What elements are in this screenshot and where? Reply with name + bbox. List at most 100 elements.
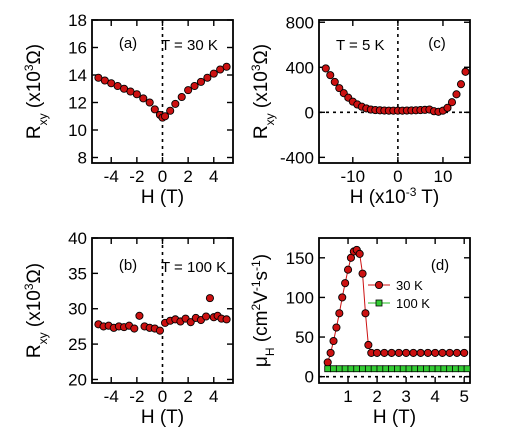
data-point (177, 92, 186, 102)
data-point (431, 348, 440, 357)
data-point (209, 69, 218, 78)
data-point (335, 365, 343, 373)
data-point (321, 64, 330, 73)
y-tick-label: 100 (286, 288, 314, 307)
data-point (335, 309, 344, 318)
data-point (456, 80, 466, 89)
data-point (355, 249, 364, 258)
data-point (388, 365, 395, 373)
y-tick-label: 25 (68, 335, 87, 354)
data-point (205, 294, 214, 303)
data-point (347, 365, 355, 373)
panel-label: (b) (119, 257, 137, 274)
y-axis-label: μH (cm2V-1s-1) (249, 254, 277, 367)
panel-label: (a) (119, 35, 137, 52)
data-point (132, 90, 141, 99)
y-tick-label: 8 (78, 149, 87, 168)
x-tick-label: -4 (104, 387, 119, 406)
x-axis-label: H (x10-3 T) (350, 185, 440, 208)
data-point (361, 309, 370, 318)
data-point (382, 365, 390, 373)
data-point (330, 77, 339, 86)
data-point (447, 98, 457, 107)
data-point (196, 77, 206, 86)
data-point (130, 324, 139, 333)
data-point (326, 71, 335, 80)
y-tick-label: 40 (68, 229, 87, 248)
data-point (324, 365, 332, 373)
data-point (438, 348, 447, 357)
x-tick-label: 3 (401, 387, 410, 406)
data-point (428, 365, 436, 373)
legend-label: 30 K (396, 278, 423, 293)
data-point (380, 348, 389, 357)
x-tick-label: 4 (209, 167, 218, 186)
y-tick-label: 18 (68, 11, 87, 30)
x-axis-label: H (T) (141, 187, 184, 208)
panel-c: -10 0 10 -400 0 400 800 (c) T = 5 K H (x10-3 T) Rx… (249, 13, 471, 208)
y-tick-label: 20 (68, 370, 87, 389)
data-point (443, 103, 452, 112)
data-point (341, 279, 350, 288)
x-tick-label: 4 (209, 387, 218, 406)
temperature-annotation: T = 5 K (336, 37, 385, 54)
data-point (411, 365, 419, 373)
data-point (364, 365, 372, 373)
data-point (394, 348, 403, 357)
data-point (155, 326, 164, 335)
data-point (402, 348, 411, 357)
plot-frame (318, 237, 471, 384)
x-tick-label: -4 (104, 167, 119, 186)
data-point (358, 269, 367, 278)
data-point (166, 106, 175, 115)
data-point (370, 365, 378, 373)
data-point (376, 365, 384, 373)
y-tick-label: 12 (68, 94, 87, 113)
data-point (463, 365, 471, 373)
panel-label: (c) (428, 35, 446, 52)
data-point (150, 105, 159, 114)
x-tick-label: 2 (183, 167, 192, 186)
data-point (452, 348, 461, 357)
y-axis-label: Rxy (x103Ω) (249, 44, 277, 139)
data-point (373, 348, 382, 357)
x-tick-label: 0 (158, 167, 167, 186)
data-point (329, 336, 338, 346)
y-tick-label: 400 (286, 58, 314, 77)
data-point (461, 67, 470, 76)
data-point (452, 365, 459, 373)
x-tick-label: 2 (372, 387, 381, 406)
data-point (446, 365, 454, 373)
data-point (335, 84, 344, 93)
data-point (416, 348, 425, 357)
data-point (135, 311, 144, 320)
y-tick-label: 14 (68, 66, 87, 85)
data-point (409, 348, 418, 357)
legend-label: 100 K (396, 296, 430, 311)
legend-marker (374, 280, 384, 290)
data-point (222, 62, 231, 71)
data-point (323, 358, 332, 367)
x-tick-label: -2 (129, 387, 144, 406)
data-point (171, 99, 180, 108)
data-point (399, 365, 407, 373)
data-point (452, 90, 461, 99)
y-axis-label: Rxy (x103Ω) (22, 44, 50, 139)
data-point (161, 112, 170, 121)
x-tick-label: 0 (158, 387, 167, 406)
data-point (364, 340, 373, 350)
legend-marker (375, 299, 383, 307)
y-tick-label: 50 (295, 328, 314, 347)
x-tick-label: 1 (343, 387, 352, 406)
data-point (332, 323, 341, 332)
y-axis-label: Rxy (x103Ω) (22, 263, 50, 358)
panel-b: -4 -2 0 2 4 20 25 30 35 40 (b) T = 100 K H (T) Rxy (x… (22, 229, 234, 428)
panel-label: (d) (431, 257, 449, 274)
data-point (330, 365, 337, 373)
data-point (423, 348, 432, 357)
y-tick-label: -400 (280, 148, 314, 167)
y-tick-label: 30 (68, 300, 87, 319)
data-point (341, 365, 349, 373)
